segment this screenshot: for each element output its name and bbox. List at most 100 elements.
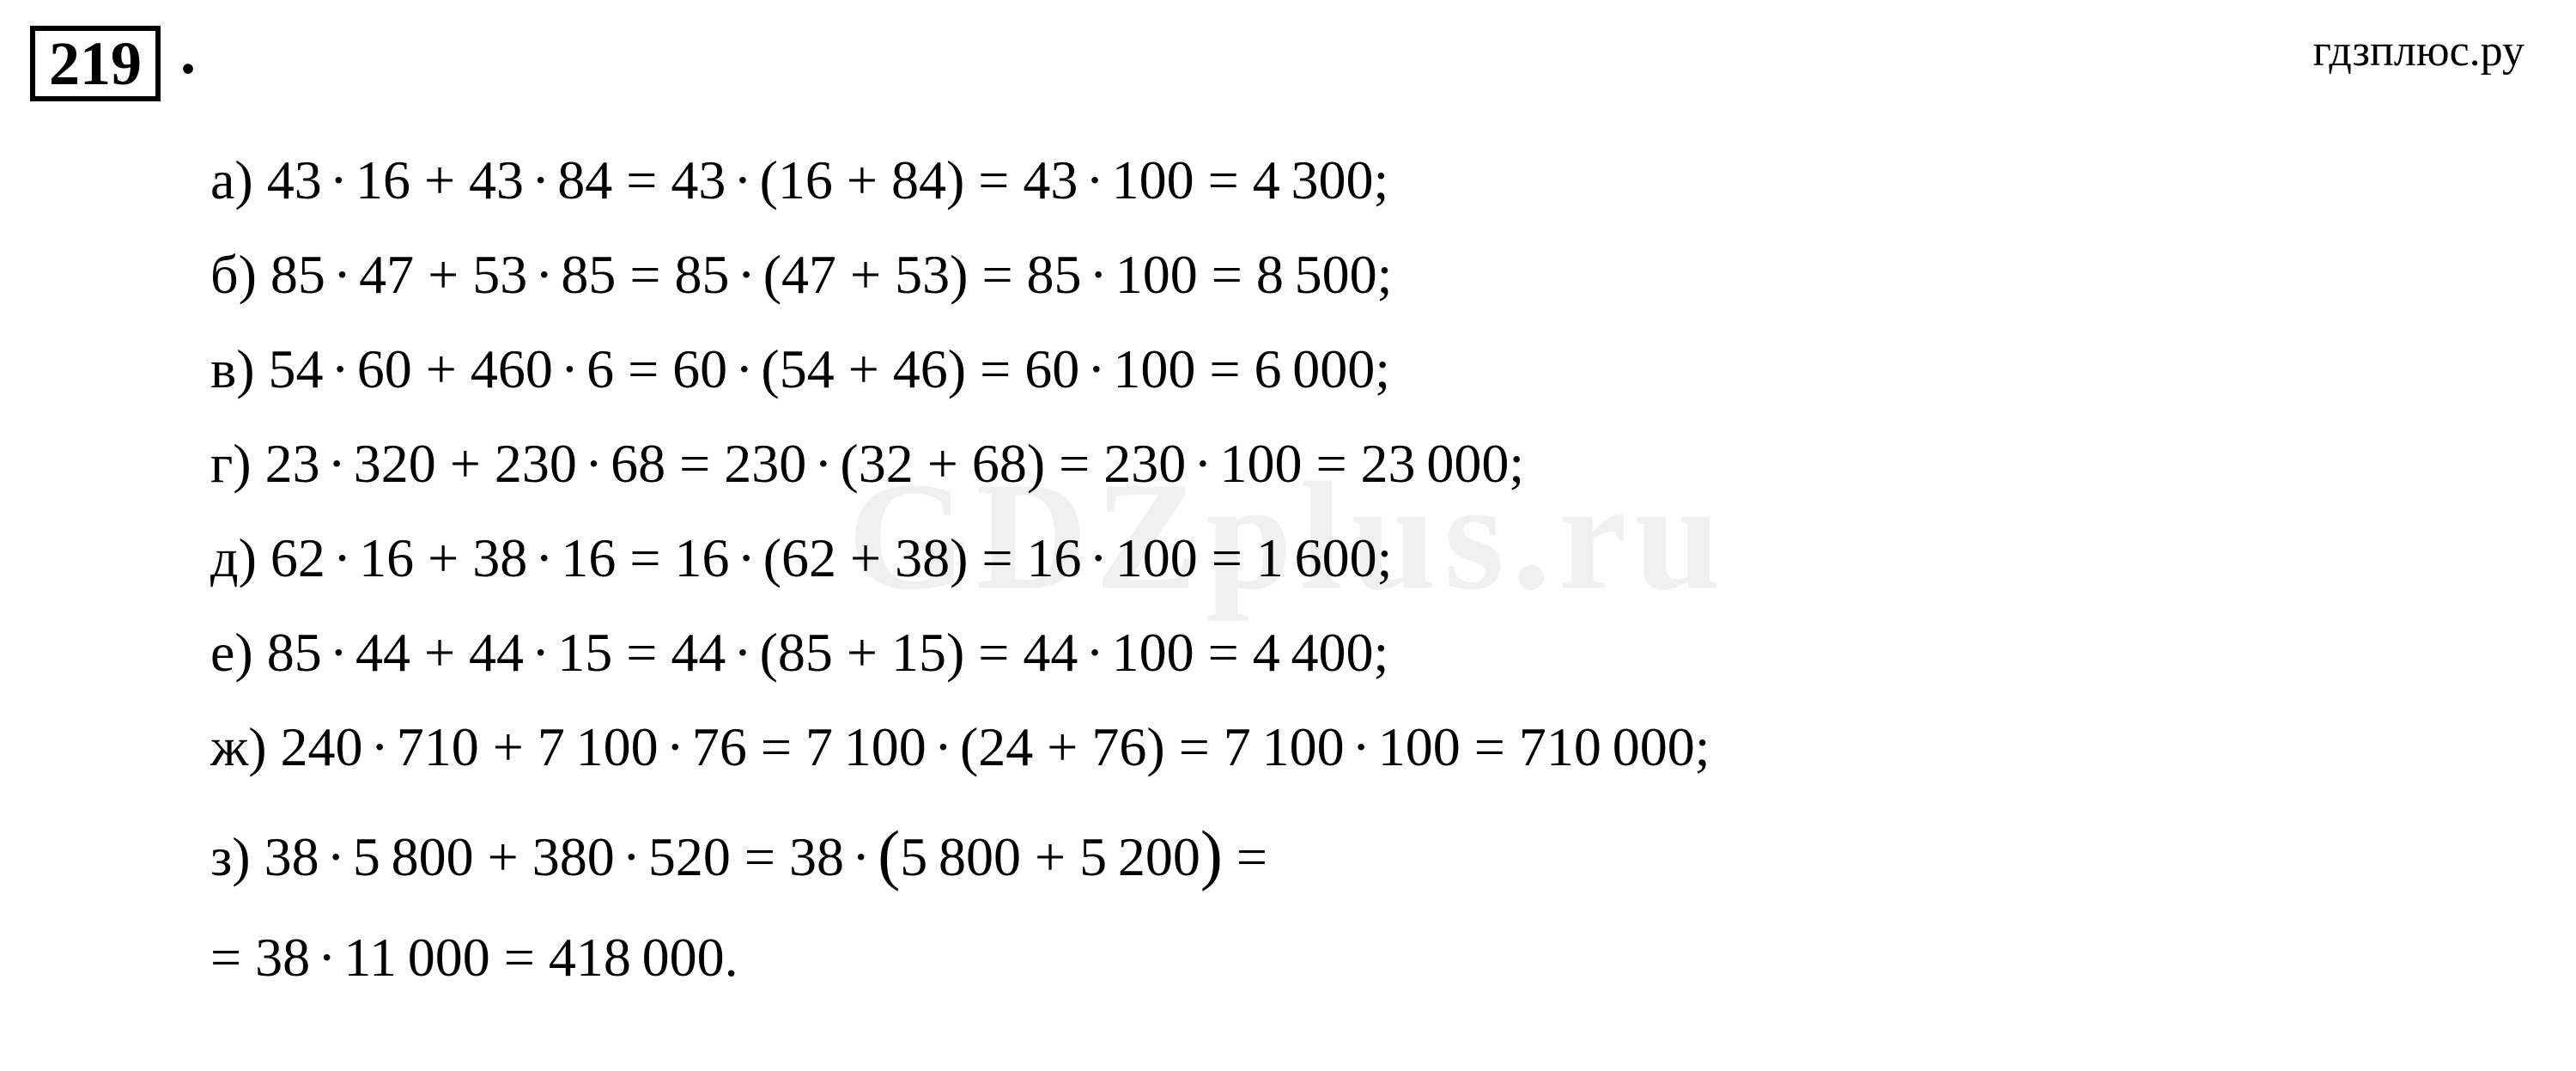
mult-op: · xyxy=(328,433,346,494)
eq-term: 11 xyxy=(343,927,397,988)
eq-label: а) xyxy=(210,149,253,210)
mult-op: · xyxy=(1089,244,1107,305)
eq-label: г) xyxy=(210,433,252,494)
eq-term: 15 xyxy=(557,622,612,683)
eq-result: 710 xyxy=(1519,716,1601,777)
mult-op: · xyxy=(1087,338,1105,399)
mult-op: · xyxy=(532,149,550,210)
eq-end: ; xyxy=(1695,716,1710,777)
eq-term: 230 xyxy=(1103,433,1186,494)
equals-op: = xyxy=(1212,244,1242,305)
eq-term: 100 xyxy=(1262,716,1345,777)
equation-z: з) 38·5800 + 380·520 = 38·(5800 + 5200) … xyxy=(210,795,1710,910)
equals-op: = xyxy=(1212,527,1242,588)
eq-label: в) xyxy=(210,338,255,399)
eq-term: 16 xyxy=(359,527,414,588)
plus-op: + xyxy=(428,244,459,305)
eq-term: 32 xyxy=(859,433,914,494)
mult-op: · xyxy=(1352,716,1370,777)
equals-op: = xyxy=(1315,433,1346,494)
equation-a: а) 43·16 + 43·84 = 43·(16 + 84) = 43·100… xyxy=(210,133,1710,228)
equals-op: = xyxy=(1059,433,1090,494)
eq-term: 100 xyxy=(844,716,927,777)
plus-op: + xyxy=(426,338,457,399)
eq-result: 8 xyxy=(1256,244,1284,305)
eq-term: 62 xyxy=(781,527,836,588)
eq-term: 100 xyxy=(576,716,659,777)
eq-term: 230 xyxy=(495,433,577,494)
mult-op: · xyxy=(1085,149,1103,210)
eq-label: ж) xyxy=(210,716,267,777)
problem-number-dot: . xyxy=(180,17,196,88)
mult-op: · xyxy=(331,338,349,399)
eq-term: 24 xyxy=(978,716,1033,777)
plus-op: + xyxy=(847,149,878,210)
paren: ( xyxy=(760,622,778,683)
plus-op: + xyxy=(424,622,455,683)
eq-term: 46 xyxy=(893,338,948,399)
equals-op: = xyxy=(1474,716,1505,777)
eq-result: 4 xyxy=(1253,622,1280,683)
eq-result: 4 xyxy=(1253,149,1280,210)
mult-op: · xyxy=(1085,622,1103,683)
paren: ( xyxy=(763,527,781,588)
eq-term: 76 xyxy=(1091,716,1146,777)
mult-op: · xyxy=(1089,527,1107,588)
equals-op: = xyxy=(504,927,535,988)
mult-op: · xyxy=(333,244,351,305)
eq-term: 16 xyxy=(561,527,616,588)
eq-term: 54 xyxy=(269,338,324,399)
mult-op: · xyxy=(733,149,751,210)
eq-term: 320 xyxy=(354,433,436,494)
equals-op: = xyxy=(628,338,659,399)
equals-op: = xyxy=(629,527,660,588)
eq-term: 6 xyxy=(586,338,614,399)
paren: ) xyxy=(1146,716,1164,777)
equation-d: д) 62·16 + 38·16 = 16·(62 + 38) = 16·100… xyxy=(210,511,1710,605)
equals-op: = xyxy=(626,149,657,210)
eq-term: 100 xyxy=(1378,716,1461,777)
paren: ) xyxy=(1027,433,1045,494)
eq-term: 16 xyxy=(1027,527,1082,588)
eq-term: 100 xyxy=(1219,433,1302,494)
eq-term: 85 xyxy=(675,244,730,305)
eq-label: з) xyxy=(210,826,251,887)
eq-result: 418 xyxy=(549,927,631,988)
eq-end: ; xyxy=(1373,149,1388,210)
mult-op: · xyxy=(327,826,345,887)
mult-op: · xyxy=(735,338,753,399)
eq-term: 54 xyxy=(780,338,835,399)
problem-number-box: 219 xyxy=(30,26,161,101)
equations-list: а) 43·16 + 43·84 = 43·(16 + 84) = 43·100… xyxy=(210,133,1710,1005)
paren: ( xyxy=(878,817,900,891)
eq-result: 6 xyxy=(1255,338,1282,399)
problem-number: 219 xyxy=(49,29,142,98)
equals-op: = xyxy=(629,244,660,305)
eq-term: 200 xyxy=(1118,826,1200,887)
eq-term: 100 xyxy=(1115,527,1198,588)
eq-term: 84 xyxy=(891,149,946,210)
paren: ( xyxy=(840,433,858,494)
mult-op: · xyxy=(623,826,641,887)
mult-op: · xyxy=(737,244,755,305)
eq-result: 000 xyxy=(642,927,725,988)
equation-e: е) 85·44 + 44·15 = 44·(85 + 15) = 44·100… xyxy=(210,605,1710,700)
eq-term: 230 xyxy=(724,433,806,494)
plus-op: + xyxy=(850,244,881,305)
equals-op: = xyxy=(978,622,1009,683)
equation-z-cont: = 38·11000 = 418000. xyxy=(210,910,1710,1005)
eq-result: 23 xyxy=(1361,433,1416,494)
eq-term: 38 xyxy=(255,927,310,988)
equals-op: = xyxy=(1236,826,1267,887)
eq-label: б) xyxy=(210,244,257,305)
eq-term: 44 xyxy=(355,622,410,683)
eq-term: 85 xyxy=(267,622,322,683)
paren: ) xyxy=(948,338,966,399)
eq-term: 38 xyxy=(895,527,950,588)
eq-term: 38 xyxy=(472,527,527,588)
eq-term: 16 xyxy=(355,149,410,210)
plus-op: + xyxy=(848,338,879,399)
eq-term: 68 xyxy=(972,433,1027,494)
paren: ) xyxy=(946,149,964,210)
mult-op: · xyxy=(333,527,351,588)
